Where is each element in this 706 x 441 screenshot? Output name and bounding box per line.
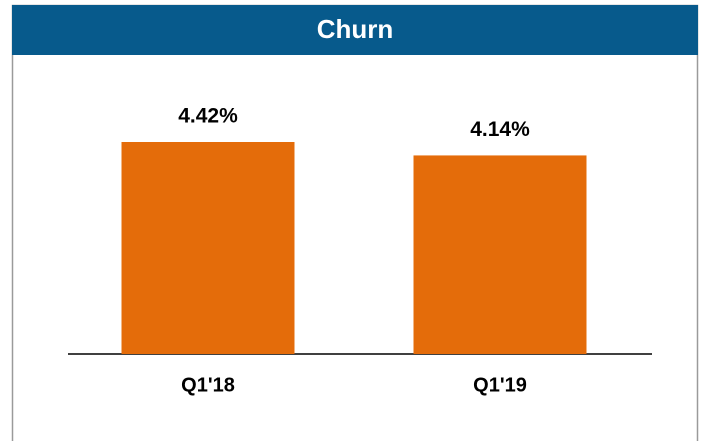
- bar: [413, 155, 587, 354]
- chart-title: Churn: [317, 14, 394, 44]
- x-tick-label: Q1'19: [473, 374, 527, 396]
- x-tick-label: Q1'18: [181, 374, 235, 396]
- value-label: 4.14%: [470, 118, 530, 141]
- chart-frame: [11, 4, 699, 441]
- value-label: 4.42%: [178, 105, 238, 128]
- title-bar: [12, 5, 698, 55]
- bar: [121, 142, 295, 354]
